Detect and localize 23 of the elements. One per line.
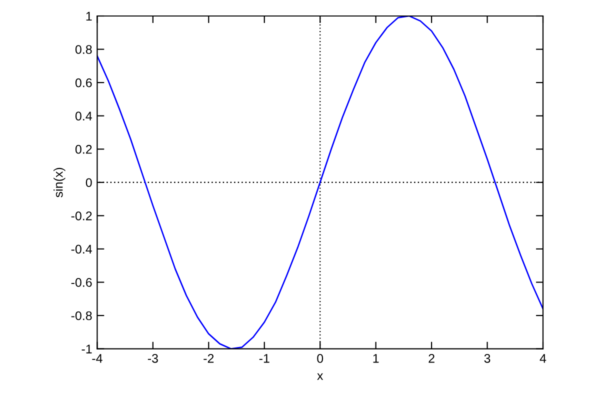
y-tick-label: 1 (86, 12, 92, 21)
y-tick-label: -0.4 (71, 244, 92, 254)
y-tick-label: -0.2 (71, 211, 92, 220)
x-tick-label: 3 (484, 354, 490, 363)
x-axis-title: x (317, 373, 324, 380)
y-axis-title: sin(x) (54, 168, 66, 198)
y-tick-label: 0.8 (75, 45, 92, 54)
y-tick-label: -1 (82, 344, 92, 354)
y-tick-label: -0.6 (71, 278, 92, 287)
y-tick-label: 0.4 (75, 112, 92, 120)
line-series (97, 16, 543, 349)
x-tick-label: -1 (259, 354, 270, 363)
x-tick-label: -3 (148, 354, 158, 363)
x-tick-label: 2 (428, 354, 434, 363)
y-tick-label: 0.2 (75, 144, 92, 154)
x-tick-label: 4 (540, 354, 546, 363)
y-tick-label: 0.6 (75, 78, 92, 88)
x-tick-label: 1 (373, 354, 379, 363)
y-tick-label: 0 (86, 178, 92, 188)
y-tick-label: -0.8 (71, 311, 92, 320)
x-tick-label: 0 (317, 354, 324, 363)
x-tick-label: -4 (92, 354, 102, 363)
x-tick-label: -2 (204, 354, 214, 363)
